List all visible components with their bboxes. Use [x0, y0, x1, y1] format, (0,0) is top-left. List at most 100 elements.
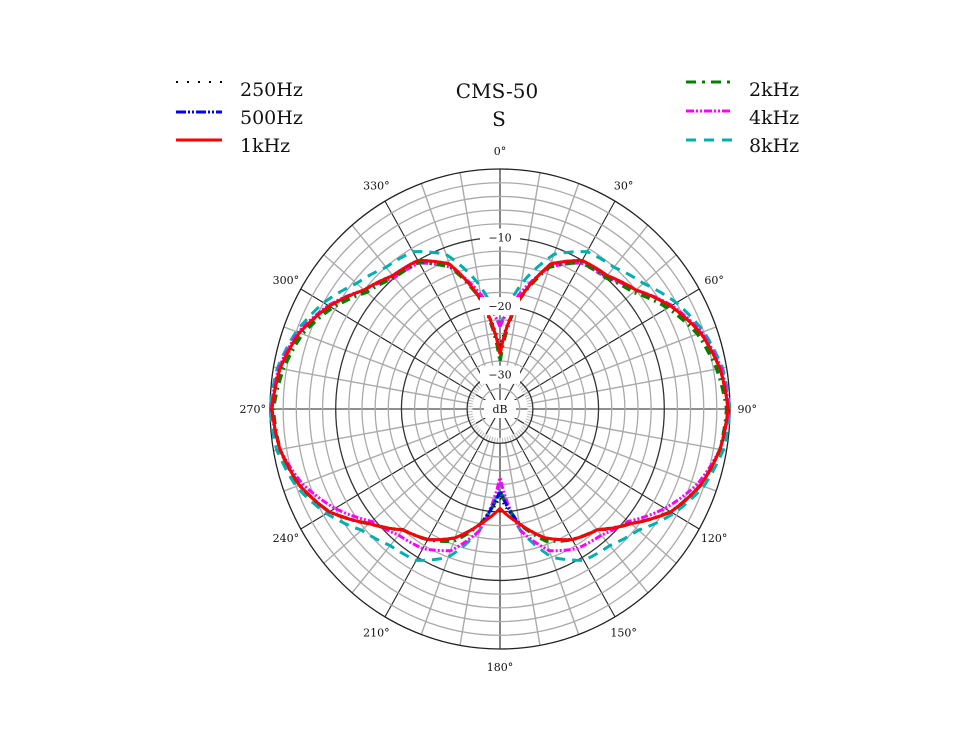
inner-spoke — [526, 399, 532, 403]
radial-tick-label: −10 — [488, 232, 511, 245]
ring-gridline — [282, 182, 718, 636]
ring-gridline — [348, 250, 652, 568]
polar-curves — [268, 250, 732, 562]
legend-label: 2kHz — [749, 79, 799, 101]
radial-gridline — [499, 288, 700, 410]
ring-gridline — [321, 223, 679, 595]
inner-spoke — [527, 402, 533, 405]
inner-spoke — [478, 430, 483, 436]
inner-spoke — [476, 429, 481, 434]
radial-tick-bg — [480, 228, 520, 247]
radial-gridline — [459, 172, 495, 376]
radial-gridline — [530, 420, 717, 492]
inner-spoke — [517, 382, 522, 388]
inner-spoke — [480, 432, 485, 438]
inner-spoke — [511, 434, 515, 441]
inner-spoke — [468, 418, 475, 422]
legend-item-1khz: 1kHz — [176, 135, 290, 157]
radial-gridline — [351, 434, 480, 594]
radial-gridline — [524, 430, 677, 564]
center-unit-label: dB — [492, 403, 507, 416]
inner-spoke — [522, 388, 528, 393]
inner-spoke — [525, 396, 532, 400]
inner-spoke — [508, 435, 512, 442]
inner-spoke — [523, 391, 529, 396]
inner-spoke — [470, 420, 476, 424]
legend-label: 500Hz — [240, 107, 303, 129]
legend-label: 250Hz — [240, 79, 303, 101]
radial-gridline — [524, 254, 677, 388]
inner-spoke — [468, 415, 474, 419]
radial-gridline — [283, 326, 470, 398]
inner-spoke — [470, 394, 476, 398]
legend-item-500hz: 500Hz — [176, 107, 303, 129]
radial-gridline — [300, 408, 501, 530]
curve-1khz — [270, 259, 730, 542]
angle-tick-label: 60° — [704, 274, 724, 287]
radial-gridline — [384, 408, 501, 618]
inner-spoke — [520, 427, 526, 432]
radial-gridline — [323, 430, 476, 564]
radial-gridline — [532, 414, 727, 452]
inner-spoke — [493, 437, 496, 443]
inner-spoke — [520, 386, 526, 391]
legend-label: 8kHz — [749, 135, 799, 157]
polar-grid — [269, 168, 731, 650]
legend-item-250hz: 250Hz — [176, 79, 303, 101]
angle-tick-label: 180° — [487, 661, 514, 674]
legend-label: 1kHz — [240, 135, 290, 157]
ring-gridline — [479, 387, 521, 431]
inner-spoke — [483, 433, 487, 439]
radial-tick-label: −20 — [488, 300, 511, 313]
inner-spoke — [472, 425, 478, 430]
angle-tick-label: 120° — [701, 532, 728, 545]
angle-tick-label: 30° — [614, 180, 634, 193]
radial-gridline — [273, 414, 468, 452]
legend-label: 4kHz — [749, 107, 799, 129]
curve-2khz — [271, 260, 729, 543]
radial-gridline — [459, 442, 495, 646]
inner-spoke — [523, 422, 529, 427]
inner-spoke — [471, 422, 477, 427]
inner-spoke — [517, 430, 522, 436]
radial-gridline — [530, 326, 717, 398]
ring-gridline — [308, 209, 692, 609]
inner-spoke — [468, 396, 475, 400]
angle-tick-label: 240° — [273, 532, 300, 545]
inner-spoke — [467, 402, 473, 405]
radial-gridline — [323, 254, 476, 388]
radial-gridline — [283, 420, 470, 492]
angle-tick-label: 330° — [363, 180, 390, 193]
ring-gridline — [295, 195, 705, 623]
angle-tick-label: 210° — [363, 626, 390, 639]
legend-item-2khz: 2kHz — [686, 79, 799, 101]
radial-tick-bg — [480, 365, 520, 384]
radial-gridline — [532, 366, 727, 404]
angle-tick-label: 150° — [610, 626, 637, 639]
inner-spoke — [506, 436, 509, 443]
inner-spoke — [524, 394, 530, 398]
chart-title: CMS-50 S — [456, 79, 538, 131]
radial-gridline — [520, 224, 649, 384]
ring-gridline — [374, 278, 626, 540]
radial-gridline — [505, 442, 541, 646]
inner-spoke — [472, 388, 478, 393]
inner-spoke — [513, 433, 517, 439]
angle-tick-label: 300° — [273, 274, 300, 287]
legend-item-8khz: 8kHz — [686, 135, 799, 157]
inner-spoke — [476, 384, 481, 389]
angle-tick-label: 0° — [494, 145, 507, 158]
inner-spoke — [468, 399, 474, 403]
angle-tick-label: 270° — [240, 403, 267, 416]
polar-labels: 0° 30° 60° 90° 120° 150° 180° 210° 240° 270° 300° 3… — [240, 145, 758, 674]
ring-gridline — [413, 319, 587, 499]
curve-8khz — [268, 250, 732, 562]
inner-spoke — [515, 432, 520, 438]
radial-gridline — [505, 172, 541, 376]
radial-gridline — [420, 183, 490, 378]
inner-spoke — [471, 391, 477, 396]
radial-tick-label: −30 — [488, 369, 511, 382]
inner-spoke — [488, 435, 492, 442]
center-label-bg — [484, 400, 516, 418]
